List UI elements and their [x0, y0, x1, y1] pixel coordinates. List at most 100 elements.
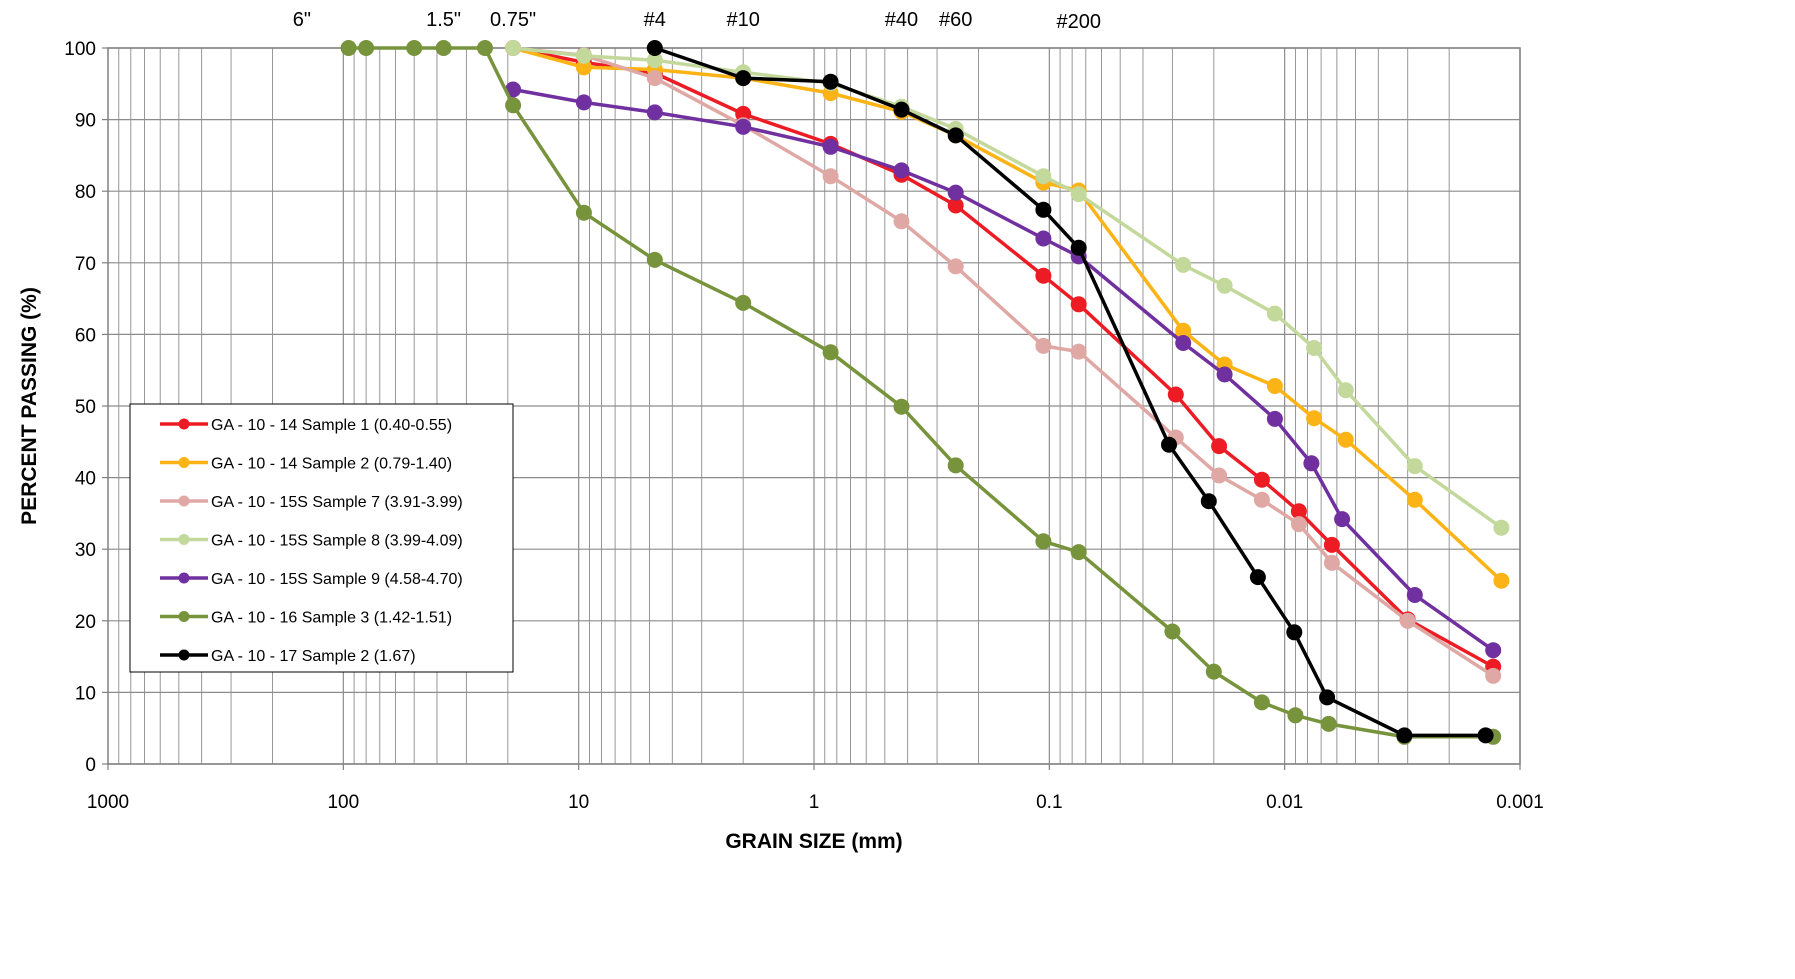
- data-point: [1493, 572, 1510, 589]
- series-3: [505, 40, 1502, 684]
- legend: GA - 10 - 14 Sample 1 (0.40-0.55) GA - 10…: [129, 403, 514, 673]
- data-point: [735, 294, 752, 311]
- legend-swatch-marker: [178, 649, 190, 661]
- legend-label: GA - 10 - 15S Sample 9 (4.58-4.70): [211, 571, 463, 588]
- data-point: [1337, 382, 1354, 399]
- data-point: [1406, 587, 1423, 603]
- data-point: [1035, 533, 1052, 550]
- series-5: [505, 81, 1502, 659]
- legend-swatch-marker: [178, 572, 190, 584]
- y-tick-label: 70: [75, 254, 96, 275]
- data-point: [646, 52, 663, 69]
- data-point: [893, 213, 910, 230]
- y-tick-label: 10: [75, 683, 96, 704]
- data-point: [1253, 491, 1270, 508]
- legend-item: GA - 10 - 15S Sample 7 (3.91-3.99): [160, 494, 463, 511]
- data-point: [822, 73, 839, 90]
- sieve-label: 0.75": [490, 9, 536, 31]
- data-point: [1211, 467, 1228, 484]
- series-line: [512, 46, 1503, 530]
- data-point: [1399, 612, 1416, 629]
- data-point: [406, 40, 423, 56]
- series-4: [505, 40, 1510, 536]
- data-point: [1396, 727, 1413, 744]
- data-point: [1164, 623, 1181, 640]
- series-line: [654, 46, 1486, 738]
- data-point: [646, 70, 663, 87]
- data-point: [822, 344, 839, 361]
- y-tick-label: 0: [85, 755, 96, 776]
- sieve-label: 1.5": [426, 9, 461, 31]
- data-point: [1035, 168, 1052, 185]
- data-point: [575, 59, 592, 76]
- x-axis-title: GRAIN SIZE (mm): [725, 830, 902, 853]
- data-point: [1303, 455, 1320, 472]
- data-point: [1175, 256, 1192, 273]
- data-point: [1306, 410, 1323, 427]
- legend-label: GA - 10 - 14 Sample 2 (0.79-1.40): [211, 456, 452, 473]
- y-tick-label: 30: [75, 540, 96, 561]
- sieve-label: #4: [644, 9, 666, 31]
- y-tick-label: 60: [75, 325, 96, 346]
- data-point: [1211, 438, 1228, 455]
- data-point: [735, 70, 752, 87]
- y-tick-label: 100: [64, 39, 96, 60]
- legend-item: GA - 10 - 17 Sample 2 (1.67): [160, 648, 416, 665]
- data-point: [947, 258, 964, 275]
- data-point: [1070, 343, 1087, 360]
- series-line: [512, 46, 1495, 669]
- data-point: [358, 40, 375, 56]
- data-point: [1035, 230, 1052, 247]
- data-point: [947, 184, 964, 201]
- data-point: [735, 118, 752, 135]
- legend-item: GA - 10 - 14 Sample 1 (0.40-0.55): [160, 417, 452, 434]
- data-point: [735, 105, 752, 122]
- data-point: [1334, 511, 1351, 528]
- data-point: [505, 97, 522, 114]
- data-point: [1323, 554, 1340, 571]
- data-point: [1035, 201, 1052, 218]
- data-point: [947, 127, 964, 144]
- data-point: [1266, 410, 1283, 427]
- data-point: [1266, 378, 1283, 394]
- data-point: [1070, 544, 1087, 561]
- data-point: [1253, 694, 1270, 711]
- sieve-label: #200: [1056, 11, 1101, 33]
- legend-swatch-marker: [178, 418, 190, 430]
- data-point: [1320, 715, 1337, 732]
- data-point: [893, 162, 910, 179]
- y-tick-label: 40: [75, 469, 96, 490]
- series-line: [512, 87, 1495, 652]
- legend-label: GA - 10 - 15S Sample 8 (3.99-4.09): [211, 533, 463, 550]
- legend-item: GA - 10 - 15S Sample 8 (3.99-4.09): [160, 533, 463, 550]
- y-tick-label: 80: [75, 182, 96, 203]
- data-point: [822, 168, 839, 185]
- y-tick-label: 20: [75, 612, 96, 633]
- legend-label: GA - 10 - 16 Sample 3 (1.42-1.51): [211, 610, 452, 627]
- data-point: [1319, 689, 1336, 706]
- series-line: [512, 46, 1495, 678]
- legend-item: GA - 10 - 15S Sample 9 (4.58-4.70): [160, 571, 463, 588]
- series-6: [340, 40, 1502, 745]
- x-tick-label: 0.1: [1036, 792, 1062, 813]
- data-point: [1253, 471, 1270, 488]
- data-point: [1175, 322, 1192, 339]
- data-point: [1216, 366, 1233, 383]
- data-point: [646, 40, 663, 56]
- legend-item: GA - 10 - 14 Sample 2 (0.79-1.40): [160, 456, 452, 473]
- y-tick-label: 50: [75, 397, 96, 418]
- x-tick-label: 100: [327, 792, 359, 813]
- data-point: [1306, 340, 1323, 356]
- data-point: [1249, 569, 1266, 586]
- data-point: [1200, 493, 1217, 510]
- data-point: [1070, 296, 1087, 313]
- data-point: [1485, 667, 1502, 684]
- series-layer: [340, 40, 1510, 745]
- data-point: [893, 398, 910, 415]
- sieve-labels: 6" 1.5" 0.75" #4 #10 #40 #60 #200: [293, 9, 1101, 33]
- data-point: [435, 40, 452, 56]
- data-point: [477, 40, 493, 56]
- data-point: [1035, 337, 1052, 354]
- data-point: [1323, 536, 1340, 553]
- sieve-label: #60: [939, 9, 972, 31]
